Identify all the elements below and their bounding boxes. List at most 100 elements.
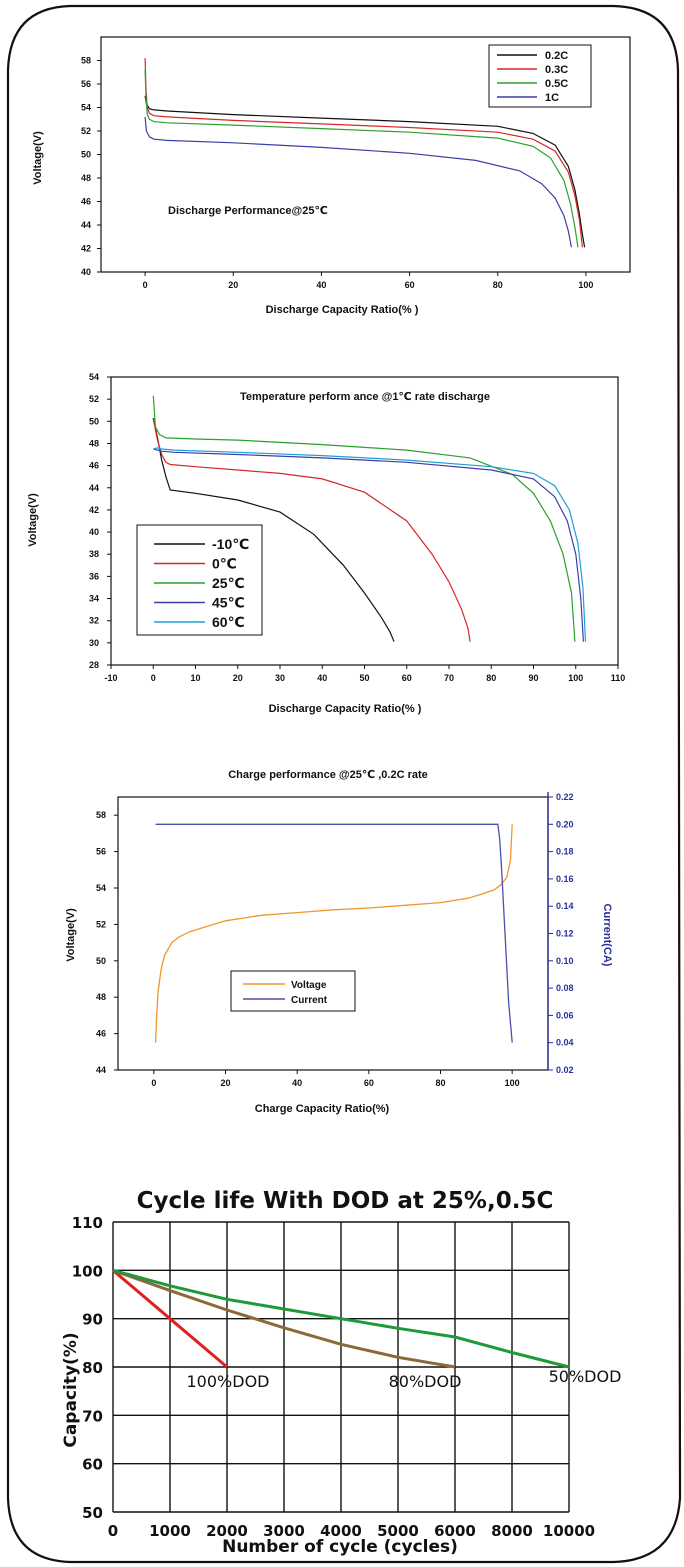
chart4-x-tick-label: 0 — [108, 1522, 118, 1540]
chart3-y2-tick-label: 0.08 — [556, 983, 574, 993]
chart2-x-tick-label: 40 — [317, 673, 327, 683]
chart2-y-tick-label: 40 — [89, 527, 99, 537]
chart1-legend-label: 1C — [545, 92, 559, 104]
chart1-series-line — [144, 69, 579, 248]
chart3-y-tick-label: 48 — [96, 992, 106, 1002]
chart4-dod-label: 100%DOD — [187, 1372, 270, 1391]
chart1-y-tick-label: 42 — [81, 244, 91, 254]
chart3-y2-tick-label: 0.04 — [556, 1038, 574, 1048]
chart4-y-tick-label: 110 — [72, 1214, 103, 1232]
chart4-x-tick-label: 8000 — [491, 1522, 533, 1540]
chart2-x-tick-label: 90 — [528, 673, 538, 683]
chart4-y-tick-label: 80 — [82, 1359, 103, 1377]
chart2-y-tick-label: 44 — [89, 483, 99, 493]
chart2-x-tick-label: 110 — [611, 673, 626, 683]
chart3-y2-tick-label: 0.20 — [556, 819, 574, 829]
chart2-y-tick-label: 52 — [89, 394, 99, 404]
chart1-y-tick-label: 52 — [81, 126, 91, 136]
chart3-ylabel: Voltage(V) — [65, 908, 77, 962]
chart2-series-line — [152, 395, 576, 642]
chart3-y2-tick-label: 0.18 — [556, 847, 574, 857]
chart3-series-line — [154, 824, 513, 1043]
chart2-y-tick-label: 38 — [89, 549, 99, 559]
chart2-series-line — [152, 418, 471, 642]
chart3-y2-tick-label: 0.02 — [556, 1065, 574, 1075]
chart3-y2-tick-label: 0.10 — [556, 956, 574, 966]
chart3-y2-tick-label: 0.14 — [556, 901, 574, 911]
chart2-y-tick-label: 32 — [89, 616, 99, 626]
chart3-title: Charge performance @25℃ ,0.2C rate — [228, 769, 428, 781]
chart2-x-tick-label: 50 — [359, 673, 369, 683]
charge-performance-chart: Charge performance @25℃ ,0.2C rate Charg… — [65, 769, 613, 1115]
chart3-series-line — [155, 823, 513, 1043]
chart2-y-tick-label: 42 — [89, 505, 99, 515]
chart2-series-line — [153, 448, 584, 642]
chart3-y-tick-label: 46 — [96, 1029, 106, 1039]
chart3-y-tick-label: 58 — [96, 810, 106, 820]
chart2-legend-label: 25℃ — [212, 575, 245, 591]
chart1-series-line — [144, 116, 572, 248]
chart2-y-tick-label: 46 — [89, 461, 99, 471]
chart4-x-tick-label: 6000 — [434, 1522, 476, 1540]
chart2-y-tick-label: 30 — [89, 638, 99, 648]
chart4-series-line — [112, 1268, 570, 1369]
chart1-x-tick-label: 60 — [405, 280, 415, 290]
chart4-y-tick-label: 90 — [82, 1311, 103, 1329]
chart3-legend-box — [230, 970, 356, 1012]
chart4-dod-label: 80%DOD — [389, 1372, 462, 1391]
chart2-title: Temperature perform ance @1℃ rate discha… — [240, 391, 490, 403]
chart4-series-line — [112, 1268, 456, 1369]
chart4-xlabel: Number of cycle (cycles) — [222, 1537, 458, 1557]
chart1-y-tick-label: 54 — [81, 103, 91, 113]
chart3-x-tick-label: 60 — [364, 1078, 374, 1088]
chart1-x-tick-label: 0 — [143, 280, 148, 290]
chart2-x-tick-label: 80 — [486, 673, 496, 683]
chart3-legend-label: Voltage — [291, 980, 327, 991]
chart4-x-tick-label: 3000 — [263, 1522, 305, 1540]
chart2-y-tick-label: 28 — [89, 660, 99, 670]
chart3-y2-tick-label: 0.06 — [556, 1010, 574, 1020]
chart4-y-tick-label: 50 — [82, 1504, 103, 1522]
chart1-legend-label: 0.2C — [545, 50, 568, 62]
chart3-xlabel: Charge Capacity Ratio(%) — [255, 1103, 390, 1115]
chart3-y2-tick-label: 0.22 — [556, 792, 574, 802]
chart2-ylabel: Voltage(V) — [27, 493, 39, 547]
chart2-y-tick-label: 48 — [89, 438, 99, 448]
chart1-x-tick-label: 80 — [493, 280, 503, 290]
chart2-series-line — [153, 447, 587, 642]
chart2-legend-label: 0℃ — [212, 556, 237, 572]
chart4-y-tick-label: 100 — [72, 1262, 103, 1280]
chart3-y2-tick-label: 0.16 — [556, 874, 574, 884]
chart4-x-tick-label: 2000 — [206, 1522, 248, 1540]
chart3-y-tick-label: 52 — [96, 919, 106, 929]
chart1-series-line — [144, 95, 586, 248]
chart3-x-tick-label: 100 — [505, 1078, 520, 1088]
chart1-x-tick-label: 40 — [316, 280, 326, 290]
chart4-y-tick-label: 60 — [82, 1456, 103, 1474]
chart3-y-tick-label: 56 — [96, 847, 106, 857]
chart1-ylabel: Voltage(V) — [32, 131, 44, 185]
chart4-x-tick-label: 5000 — [377, 1522, 419, 1540]
chart4-y-tick-label: 70 — [82, 1407, 103, 1425]
chart4-x-tick-label: 4000 — [320, 1522, 362, 1540]
chart3-plot-frame — [117, 796, 549, 1071]
chart2-x-tick-label: 20 — [233, 673, 243, 683]
chart3-y-tick-label: 50 — [96, 956, 106, 966]
temperature-performance-chart: Temperature perform ance @1℃ rate discha… — [27, 372, 625, 715]
chart2-x-tick-label: 60 — [402, 673, 412, 683]
chart1-x-tick-label: 100 — [578, 280, 593, 290]
chart1-y-tick-label: 58 — [81, 56, 91, 66]
chart1-y-tick-label: 40 — [81, 267, 91, 277]
cycle-life-chart: Cycle life With DOD at 25%,0.5C Number o… — [61, 1188, 621, 1557]
chart2-y-tick-label: 50 — [89, 416, 99, 426]
chart3-y-tick-label: 54 — [96, 883, 106, 893]
chart2-legend-label: 45℃ — [212, 595, 245, 611]
chart2-y-tick-label: 34 — [89, 594, 99, 604]
chart2-x-tick-label: 100 — [568, 673, 583, 683]
chart4-x-tick-label: 10000 — [543, 1522, 595, 1540]
chart4-series-line — [112, 1269, 228, 1369]
chart2-x-tick-label: 70 — [444, 673, 454, 683]
chart1-y-tick-label: 44 — [81, 220, 91, 230]
chart3-y-tick-label: 44 — [96, 1065, 106, 1075]
